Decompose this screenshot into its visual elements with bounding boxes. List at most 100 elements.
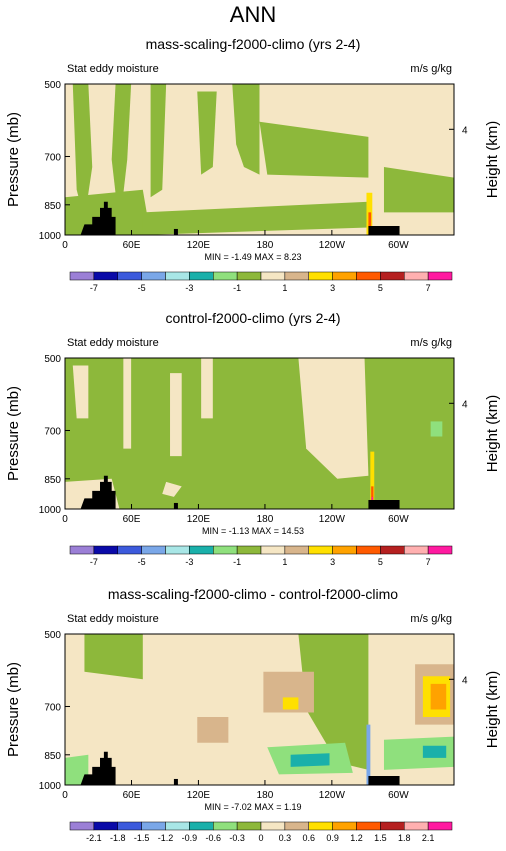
y-axis-label: Pressure (mb) <box>5 662 22 757</box>
colorbar-label: 1.5 <box>374 833 387 843</box>
x-tick-label: 180 <box>257 514 274 525</box>
colorbar-swatch <box>117 821 142 831</box>
contour-region-3 <box>150 84 167 198</box>
colorbar-label: -1.2 <box>158 833 174 843</box>
y-tick-label: 1000 <box>39 781 62 792</box>
colorbar-swatch <box>189 821 214 831</box>
colorbar-label: 1 <box>282 283 287 293</box>
x-tick-label: 120W <box>319 514 346 525</box>
x-tick-label: 120E <box>187 514 211 525</box>
colorbar-swatch <box>332 821 357 831</box>
x-tick-label: 60W <box>388 514 409 525</box>
contour-region-11 <box>422 745 447 758</box>
colorbar-swatch <box>236 821 262 831</box>
colorbar-label: 0 <box>258 833 263 843</box>
colorbar-label: -2.1 <box>86 833 102 843</box>
plot-frame <box>64 633 455 786</box>
panel-left-label: Stat eddy moisture <box>67 63 159 75</box>
colorbar-label: 3 <box>330 557 335 567</box>
contour-region-6 <box>259 121 369 178</box>
colorbar-swatch <box>236 271 262 281</box>
panel-left-label: Stat eddy moisture <box>67 337 159 349</box>
colorbar-swatch <box>260 271 286 281</box>
colorbar-label: 1 <box>282 557 287 567</box>
x-tick-label: 120E <box>187 790 211 801</box>
contour-region-9 <box>290 753 330 767</box>
colorbar-swatch <box>308 821 333 831</box>
colorbar-swatch <box>356 821 381 831</box>
panel-left-label: Stat eddy moisture <box>67 613 159 625</box>
panel-title: mass-scaling-f2000-climo - control-f2000… <box>108 586 398 602</box>
colorbar-swatch <box>404 821 429 831</box>
colorbar-swatch <box>213 545 238 555</box>
y-tick-label: 850 <box>44 751 61 762</box>
colorbar-swatch <box>213 821 238 831</box>
contour-region-3 <box>263 671 314 713</box>
y-axis-label: Pressure (mb) <box>5 112 22 207</box>
contour-region-4 <box>197 91 217 175</box>
colorbar-label: 5 <box>378 557 383 567</box>
x-tick-label: 180 <box>257 790 274 801</box>
colorbar-label: 1.8 <box>398 833 411 843</box>
terrain-andes <box>368 225 400 235</box>
contour-region-8 <box>383 167 454 213</box>
colorbar-swatch <box>117 545 142 555</box>
colorbar-swatch <box>356 271 381 281</box>
x-tick-label: 60E <box>123 514 141 525</box>
colorbar-label: 0.6 <box>302 833 315 843</box>
colorbar-label: -0.9 <box>182 833 198 843</box>
colorbar-label: -5 <box>138 557 146 567</box>
contour-region-1 <box>72 84 93 220</box>
y-tick-label: 700 <box>44 152 61 163</box>
panel-right-label: m/s g/kg <box>410 63 452 75</box>
y-right-axis-label: Height (km) <box>484 671 501 749</box>
colorbar-label: 7 <box>426 557 431 567</box>
colorbar-swatch <box>69 545 95 555</box>
colorbar-label: -1.5 <box>134 833 150 843</box>
colorbar-swatch <box>93 821 118 831</box>
colorbar-swatch <box>427 271 453 281</box>
colorbar-swatch <box>189 545 214 555</box>
colorbar-swatch <box>141 545 166 555</box>
colorbar-label: -5 <box>138 283 146 293</box>
terrain-island <box>173 228 178 235</box>
colorbar-swatch <box>332 271 357 281</box>
colorbar-swatch <box>284 271 309 281</box>
contour-region-12 <box>366 724 371 785</box>
chart-panel-1: mass-scaling-f2000-climo (yrs 2-4) Stat e… <box>5 36 501 293</box>
colorbar-label: 2.1 <box>422 833 435 843</box>
contour-region-9 <box>142 201 369 235</box>
contour-region-5 <box>298 358 369 479</box>
colorbar-swatch <box>380 821 405 831</box>
y-tick-label: 850 <box>44 475 61 486</box>
colorbar-swatch <box>380 271 405 281</box>
colorbar-label: 3 <box>330 283 335 293</box>
contour-region-4 <box>201 358 213 419</box>
colorbar-swatch <box>260 545 286 555</box>
x-tick-label: 0 <box>62 514 68 525</box>
contour-region-1 <box>84 634 143 680</box>
terrain-africa <box>80 751 116 785</box>
terrain-andes <box>368 499 400 509</box>
x-tick-label: 60E <box>123 240 141 251</box>
colorbar-swatch <box>380 545 405 555</box>
colorbar-swatch <box>141 821 166 831</box>
colorbar-swatch <box>236 545 262 555</box>
contour-region-1 <box>72 365 89 419</box>
colorbar-label: -3 <box>185 557 193 567</box>
colorbar-label: -0.6 <box>205 833 221 843</box>
colorbar-swatch <box>308 545 333 555</box>
colorbar-label: -7 <box>90 557 98 567</box>
contour-region-8 <box>430 421 443 437</box>
contour-region-7 <box>430 683 447 710</box>
y-tick-label: 1000 <box>39 231 62 242</box>
y-right-tick-label: 4 <box>462 399 468 410</box>
min-max-text: MIN = -7.02 MAX = 1.19 <box>204 802 301 812</box>
terrain-island <box>173 778 178 785</box>
colorbar-swatch <box>165 545 190 555</box>
colorbar-swatch <box>404 271 429 281</box>
chart-panel-2: control-f2000-climo (yrs 2-4) Stat eddy m… <box>5 310 501 567</box>
colorbar-swatch <box>332 545 357 555</box>
x-tick-label: 120E <box>187 240 211 251</box>
